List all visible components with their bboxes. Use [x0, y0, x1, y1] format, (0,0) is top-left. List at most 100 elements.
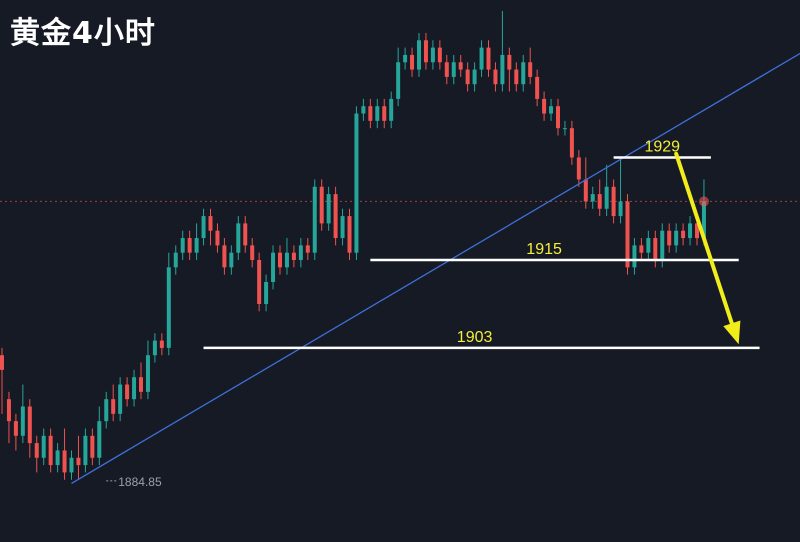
candle-body: [674, 230, 679, 246]
candle-body: [139, 377, 143, 392]
candle-body: [410, 54, 415, 70]
candle-body: [695, 223, 699, 239]
candle-body: [125, 384, 130, 400]
level-1915-label: 1915: [526, 241, 562, 258]
candle-body: [319, 186, 324, 224]
candle-body: [264, 281, 269, 304]
candle-body: [90, 435, 95, 458]
chart-title: 黄金4小时: [10, 16, 156, 51]
candle-body: [333, 194, 338, 239]
candle-body: [556, 106, 560, 129]
candle-body: [76, 457, 81, 466]
candle-body: [479, 47, 484, 70]
candle-body: [375, 106, 380, 121]
candle-body: [97, 421, 102, 458]
candle-body: [194, 238, 199, 253]
candle-body: [298, 245, 303, 261]
candle-body: [542, 98, 547, 114]
candle-body: [688, 223, 693, 239]
candle-body: [625, 201, 630, 268]
candle-body: [514, 69, 519, 85]
candle-body: [528, 62, 533, 77]
candle-body: [27, 406, 32, 444]
candle-body: [152, 340, 157, 356]
level-1903-label: 1903: [457, 329, 493, 346]
candle-body: [159, 340, 164, 348]
candle-body: [653, 238, 658, 261]
candle-body: [326, 194, 331, 224]
candle-body: [590, 194, 595, 202]
trendline: [71, 52, 800, 484]
candle-body: [430, 47, 435, 63]
candle-body: [48, 435, 53, 466]
candle-body: [667, 230, 672, 246]
candle-body: [41, 435, 46, 458]
candle-body: [132, 377, 137, 400]
candle-body: [250, 245, 255, 261]
candle-body: [145, 355, 150, 392]
candle-body: [340, 216, 345, 239]
candle-body: [187, 238, 192, 253]
candle-body: [417, 40, 421, 70]
candle-body: [305, 245, 310, 253]
candle-body: [611, 186, 616, 217]
candle-body: [6, 399, 11, 422]
candle-body: [458, 62, 463, 70]
low-marker-label: 1884.85: [118, 475, 162, 489]
candle-body: [104, 399, 109, 422]
candle-body: [215, 230, 220, 246]
down-arrow-head: [723, 320, 741, 345]
candle-body: [562, 128, 567, 130]
candle-body: [632, 245, 637, 268]
current-price-glow: [698, 196, 709, 207]
candle-body: [173, 252, 178, 268]
candle-body: [55, 450, 60, 466]
candle-body: [507, 54, 512, 70]
candle-body: [701, 201, 706, 239]
candle-body: [423, 40, 428, 63]
candle-body: [486, 47, 491, 70]
candle-body: [361, 106, 366, 114]
candle-body: [291, 252, 296, 261]
candle-body: [639, 245, 644, 253]
candle-body: [229, 252, 234, 268]
candle-body: [618, 201, 623, 217]
candle-body: [20, 406, 25, 436]
candle-body: [118, 384, 123, 414]
candle-body: [569, 128, 574, 158]
candle-body: [521, 62, 526, 85]
candle-body: [382, 106, 387, 121]
candle-body: [681, 230, 686, 239]
candle-body: [646, 238, 651, 253]
candle-body: [451, 62, 456, 77]
candle-body: [312, 186, 317, 253]
candle-body: [284, 252, 289, 268]
candle-body: [236, 223, 241, 253]
candle-body: [180, 238, 185, 253]
candle-body: [472, 69, 477, 85]
candle-body: [166, 267, 171, 348]
candle-body: [208, 216, 213, 231]
candle-body: [83, 435, 88, 466]
candle-body: [576, 157, 581, 180]
candle-body: [278, 252, 282, 268]
candle-body: [354, 113, 359, 253]
candle-body: [660, 230, 665, 261]
candle-body: [549, 106, 554, 114]
candle-body: [34, 443, 39, 458]
candle-body: [0, 355, 4, 370]
candle-body: [493, 69, 498, 85]
candle-body: [243, 223, 248, 246]
candle-body: [62, 450, 67, 473]
candle-body: [437, 47, 442, 63]
candle-body: [465, 69, 470, 85]
candle-body: [201, 216, 206, 239]
candle-body: [69, 457, 74, 473]
candle-body: [500, 54, 505, 85]
candle-body: [604, 186, 609, 209]
candle-body: [222, 245, 227, 268]
candle-body: [403, 54, 408, 63]
candle-body: [111, 399, 116, 414]
level-1929-label: 1929: [644, 138, 680, 155]
